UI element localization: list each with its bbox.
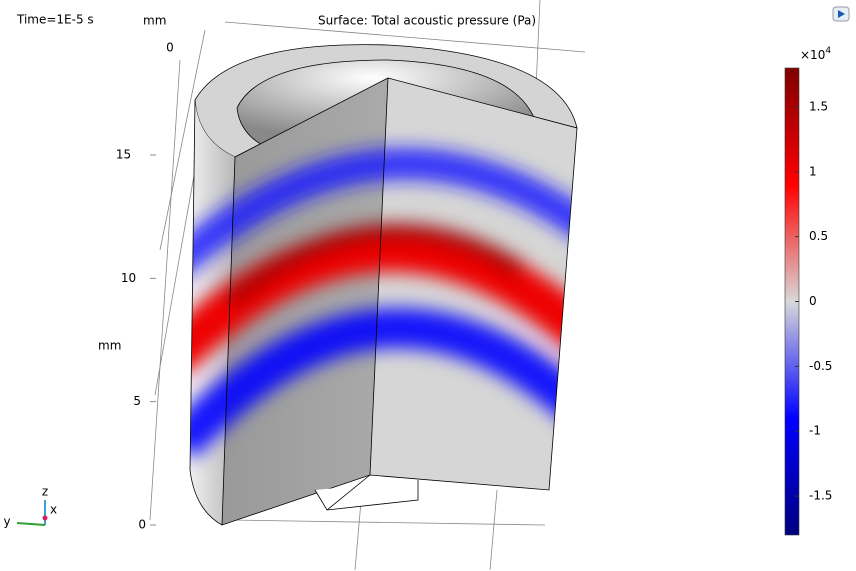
tick-label: 0 [138, 518, 146, 532]
axis-unit: mm [98, 339, 121, 353]
tick-label: 5 [133, 394, 141, 408]
tick-label: -1.5 [809, 489, 832, 503]
colorbar-multiplier: ×104 [800, 46, 831, 62]
triad-label: y [3, 515, 10, 529]
axis-unit: mm [143, 14, 166, 28]
tick-label: 1.5 [809, 99, 828, 113]
colorbar: ×104 -1.5 -1 -0.5 0 0.5 1 1.5 [784, 46, 832, 536]
tick-label: 0 [166, 41, 174, 55]
tick-label: -1 [809, 424, 821, 438]
tick-label: 10 [121, 271, 136, 285]
z-axis: 0 5 10 15 [116, 148, 156, 532]
tick-label: 15 [116, 148, 131, 162]
triad-label: x [50, 503, 57, 517]
tick-label: 1 [809, 164, 817, 178]
triad: z y x [3, 485, 57, 529]
toolbar-icon[interactable] [832, 6, 850, 22]
multiplier-exponent: 4 [825, 46, 831, 56]
triad-label: z [42, 485, 48, 499]
plot-title: Surface: Total acoustic pressure (Pa) [318, 14, 536, 28]
time-label: Time=1E-5 s [16, 13, 94, 27]
tick-label: 0 [809, 294, 817, 308]
tick-label: -0.5 [809, 359, 832, 373]
grid-lines [149, 0, 586, 571]
tick-label: 0.5 [809, 229, 828, 243]
cylinder [189, 44, 578, 526]
multiplier-base: ×10 [800, 48, 825, 62]
